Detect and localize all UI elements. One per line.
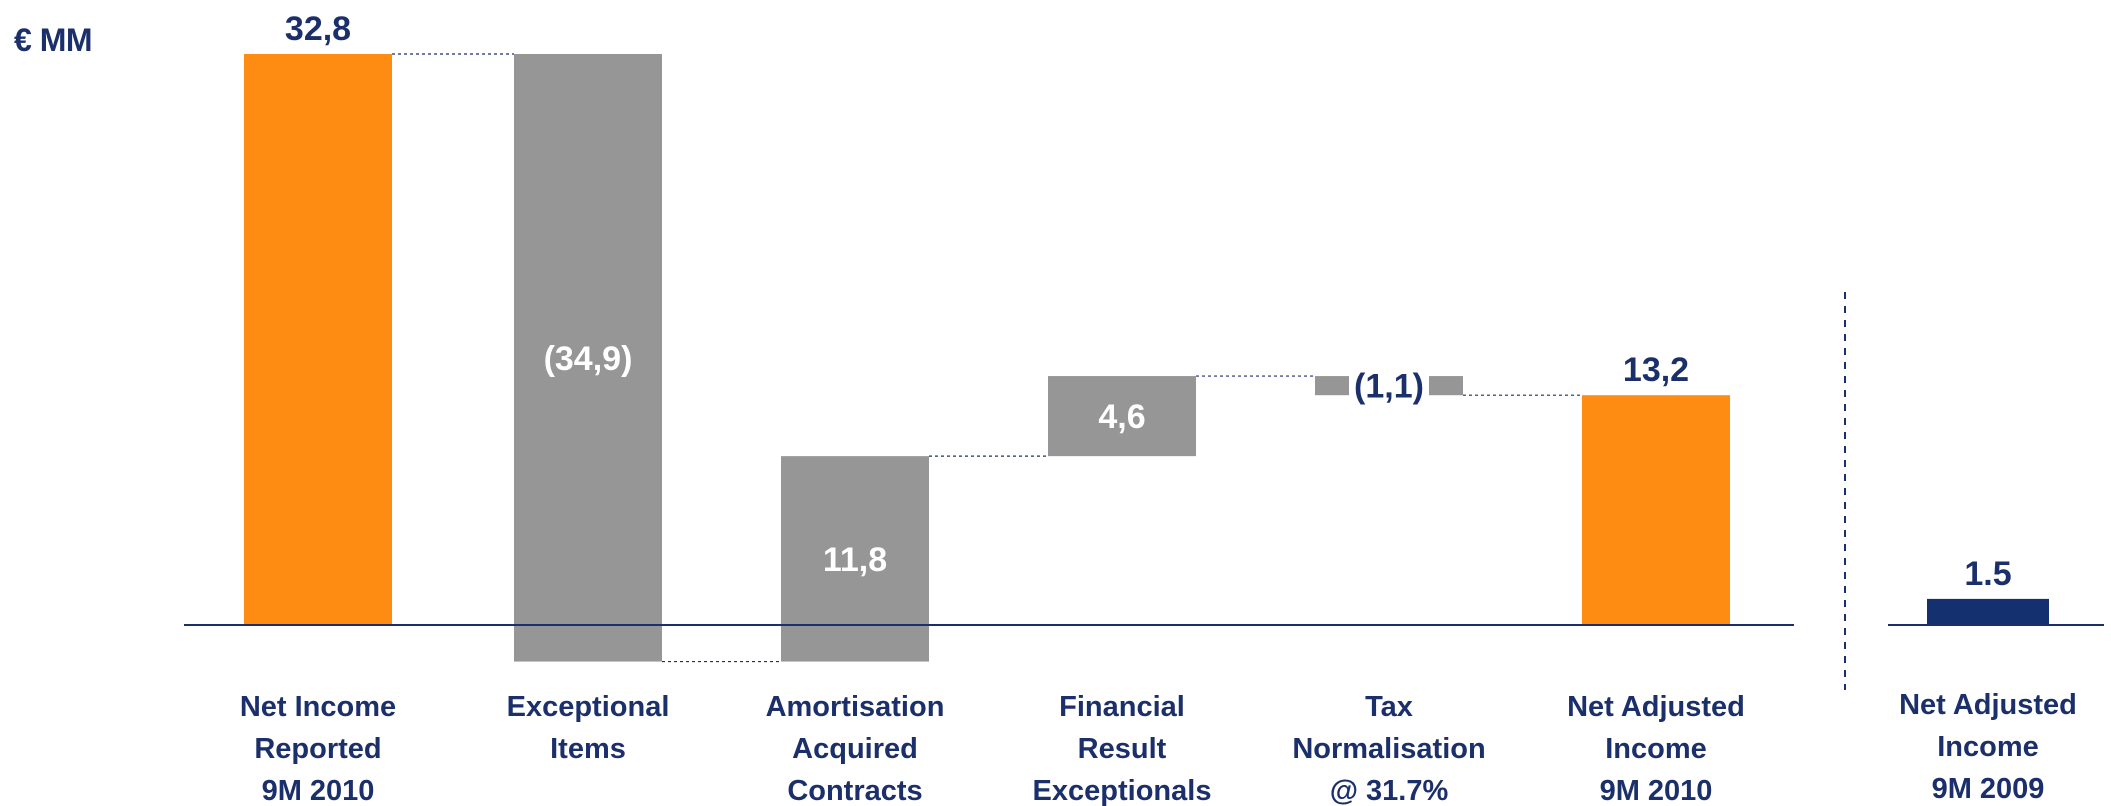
category-label-6: Net Adjusted Income 9M 2009 — [1899, 689, 2077, 805]
category-label-1-line-1: Items — [550, 733, 626, 765]
category-label-4-line-0: Tax — [1365, 691, 1413, 723]
category-label-2-line-2: Contracts — [787, 775, 922, 806]
bar-0 — [244, 54, 392, 625]
baselines — [184, 292, 2104, 690]
connector-lines — [392, 53, 1582, 663]
category-label-4-line-2: @ 31.7% — [1330, 775, 1449, 806]
bars — [244, 54, 2049, 662]
category-label-3-line-0: Financial — [1059, 691, 1185, 723]
category-label-5-line-2: 9M 2010 — [1600, 775, 1713, 806]
category-label-4-line-1: Normalisation — [1292, 733, 1485, 765]
category-label-0-line-2: 9M 2010 — [262, 775, 375, 806]
bar-5 — [1582, 395, 1730, 625]
category-label-4: Tax Normalisation @ 31.7% — [1292, 691, 1485, 806]
category-label-1: Exceptional Items — [507, 691, 670, 765]
value-label-3: 4,6 — [1098, 398, 1145, 436]
category-label-0: Net Income Reported 9M 2010 — [240, 691, 396, 806]
bar-1 — [514, 54, 662, 662]
category-label-0-line-0: Net Income — [240, 691, 396, 723]
bar-3 — [1048, 376, 1196, 457]
category-labels: Net Income Reported 9M 2010 Exceptional Item… — [240, 689, 2077, 806]
value-label-5: 13,2 — [1623, 351, 1689, 389]
category-label-6-line-2: 9M 2009 — [1932, 773, 2045, 805]
value-label-6: 1.5 — [1964, 555, 2011, 593]
category-label-3-line-2: Exceptionals — [1033, 775, 1212, 806]
unit-label: € MM — [14, 22, 93, 58]
bar-4-left — [1315, 376, 1349, 396]
category-label-5-line-1: Income — [1605, 733, 1707, 765]
category-label-3: Financial Result Exceptionals — [1033, 691, 1212, 806]
category-label-6-line-1: Income — [1937, 731, 2039, 763]
category-label-2-line-0: Amortisation — [766, 691, 945, 723]
value-labels: 32,8 (34,9) 11,8 4,6 (1,1) 13,2 1.5 — [285, 10, 2012, 593]
category-label-2: Amortisation Acquired Contracts — [766, 691, 945, 806]
bar-4-right — [1429, 376, 1463, 396]
category-label-6-line-0: Net Adjusted — [1899, 689, 2077, 721]
category-label-5-line-0: Net Adjusted — [1567, 691, 1745, 723]
bar-6 — [1927, 598, 2049, 625]
category-label-2-line-1: Acquired — [792, 733, 918, 765]
bar-2 — [781, 456, 929, 662]
category-label-5: Net Adjusted Income 9M 2010 — [1567, 691, 1745, 806]
value-label-1: (34,9) — [544, 340, 633, 378]
value-label-4: (1,1) — [1354, 368, 1424, 406]
category-label-1-line-0: Exceptional — [507, 691, 670, 723]
category-label-0-line-1: Reported — [254, 733, 381, 765]
value-label-0: 32,8 — [285, 10, 351, 48]
value-label-2: 11,8 — [823, 541, 887, 579]
category-label-3-line-1: Result — [1078, 733, 1167, 765]
